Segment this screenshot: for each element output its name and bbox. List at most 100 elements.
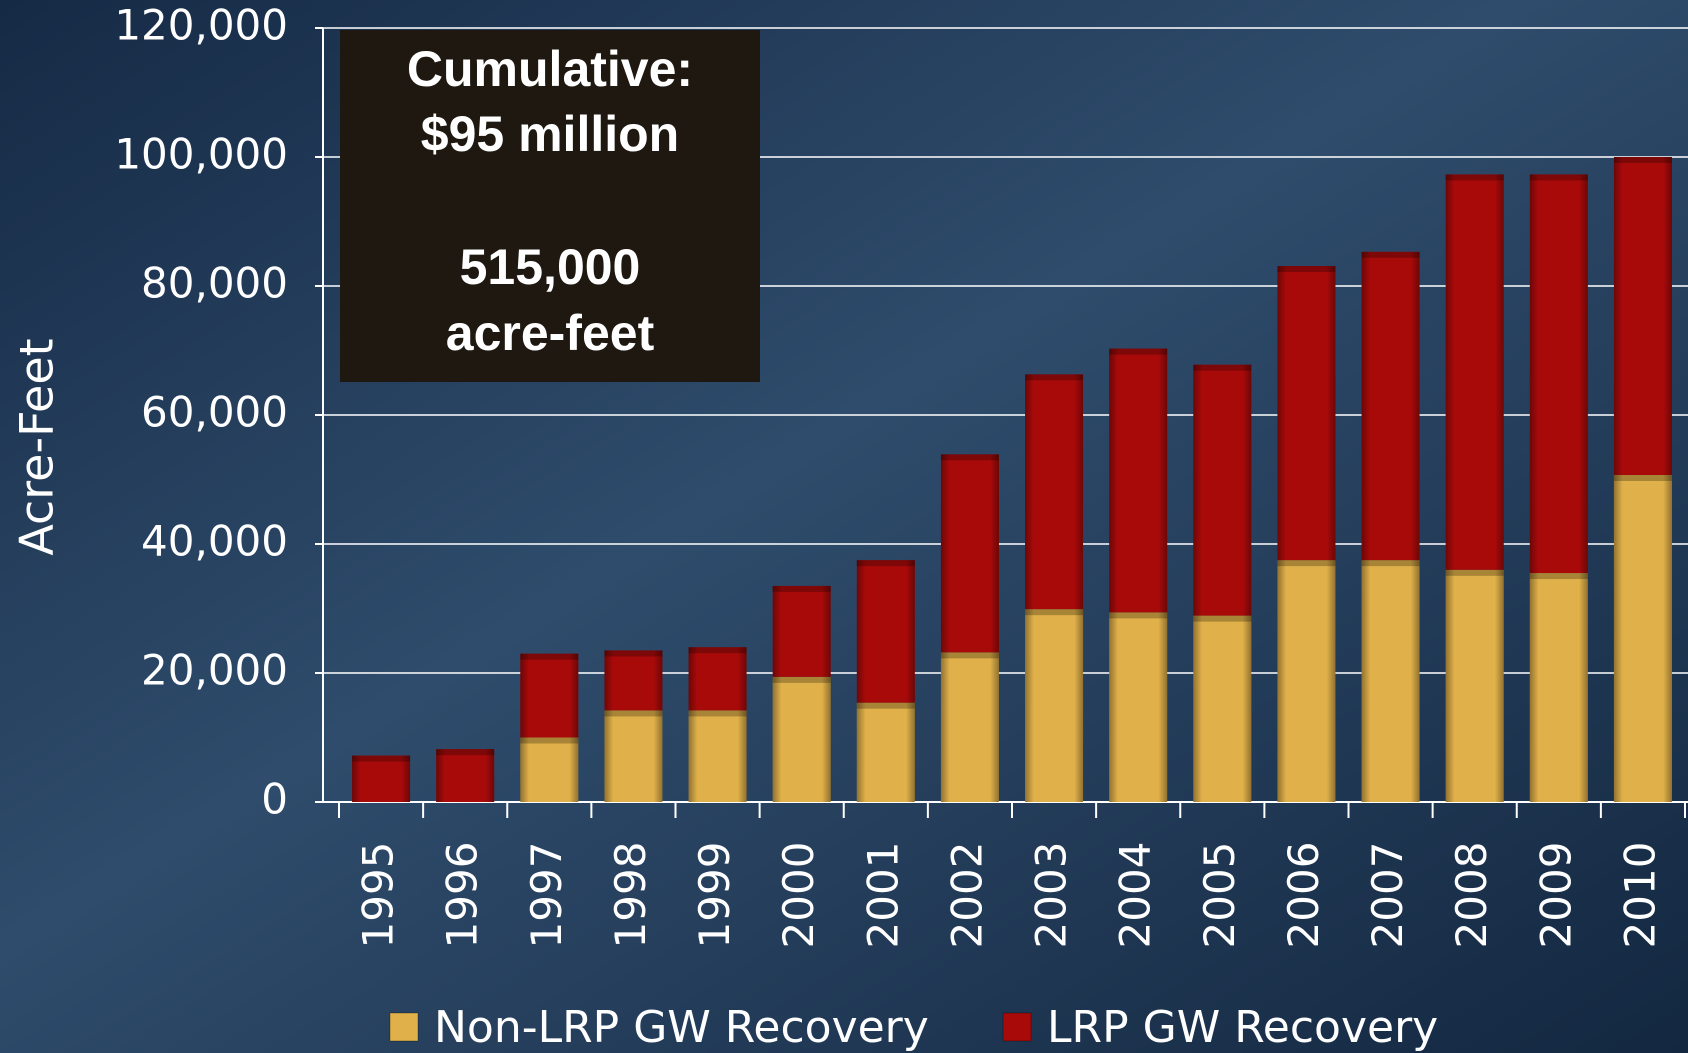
bar-shade xyxy=(1109,612,1168,802)
bar-top-bevel xyxy=(1193,364,1252,371)
annotation-text: 515,000 xyxy=(460,239,641,295)
bar-top-bevel xyxy=(604,650,663,657)
bar-top-bevel xyxy=(1109,612,1168,619)
x-tick-label: 1995 xyxy=(354,842,403,949)
bar-top-bevel xyxy=(520,737,579,744)
bar-segment xyxy=(1445,569,1504,802)
bar-segment xyxy=(352,755,411,802)
bar-segment xyxy=(772,676,831,802)
bar-shade xyxy=(1193,615,1252,802)
x-tick-label: 2005 xyxy=(1195,842,1244,949)
x-tick-label: 2004 xyxy=(1111,842,1160,949)
y-tick-label: 80,000 xyxy=(141,259,288,308)
annotation-text: acre-feet xyxy=(446,305,655,361)
bar-top-bevel xyxy=(520,653,579,660)
bar-segment xyxy=(772,585,831,677)
bar-segment xyxy=(1025,374,1084,610)
bar-segment xyxy=(1529,573,1588,802)
bar-segment xyxy=(604,650,663,711)
bar-shade xyxy=(352,755,411,802)
bar-shade xyxy=(1277,560,1336,802)
bar-top-bevel xyxy=(1361,251,1420,258)
y-tick-label: 40,000 xyxy=(141,517,288,566)
bar-top-bevel xyxy=(436,749,495,756)
bar-top-bevel xyxy=(1529,174,1588,181)
bar-shade xyxy=(604,710,663,802)
legend-swatch xyxy=(389,1012,419,1042)
bar-top-bevel xyxy=(1445,174,1504,181)
x-tick-label: 2002 xyxy=(942,842,991,949)
x-tick-label: 2001 xyxy=(858,842,907,949)
bar-top-bevel xyxy=(1613,157,1672,163)
bar-shade xyxy=(856,560,915,703)
bar-shade xyxy=(1445,569,1504,802)
bar-segment xyxy=(940,454,999,653)
bar-shade xyxy=(1193,364,1252,616)
bar-segment xyxy=(1613,474,1672,802)
bar-shade xyxy=(688,710,747,802)
legend-label: Non-LRP GW Recovery xyxy=(434,1002,929,1053)
bar-shade xyxy=(604,650,663,711)
bar-shade xyxy=(1025,374,1084,610)
bar-shade xyxy=(1025,609,1084,802)
bar-top-bevel xyxy=(352,755,411,762)
y-tick-label: 20,000 xyxy=(141,646,288,695)
bar-shade xyxy=(1277,266,1336,561)
bar-top-bevel xyxy=(1025,374,1084,381)
bar-segment xyxy=(856,702,915,802)
bar-top-bevel xyxy=(688,710,747,717)
bar-segment xyxy=(1361,560,1420,802)
bar-segment xyxy=(1109,612,1168,802)
x-tick-label: 1997 xyxy=(522,842,571,949)
bar-top-bevel xyxy=(1445,569,1504,576)
bar-segment xyxy=(520,737,579,802)
y-tick-label: 60,000 xyxy=(141,388,288,437)
annotation-text: Cumulative: xyxy=(407,41,693,97)
bar-segment xyxy=(688,647,747,711)
bar-shade xyxy=(1361,560,1420,802)
bar-shade xyxy=(1613,157,1672,475)
bar-shade xyxy=(772,585,831,677)
x-tick-label: 2003 xyxy=(1027,842,1076,949)
bar-segment xyxy=(520,653,579,738)
bar-segment xyxy=(1277,560,1336,802)
x-tick-label: 2007 xyxy=(1363,842,1412,949)
x-tick-label: 1998 xyxy=(606,842,655,949)
bar-segment xyxy=(1529,174,1588,574)
bar-top-bevel xyxy=(1361,560,1420,567)
bar-shade xyxy=(1445,174,1504,570)
bar-segment xyxy=(1193,615,1252,802)
annotation-text: $95 million xyxy=(421,106,679,162)
bar-shade xyxy=(688,647,747,711)
x-tick-label: 2006 xyxy=(1279,842,1328,949)
bar-segment xyxy=(1445,174,1504,570)
bar-segment xyxy=(1025,609,1084,802)
y-axis-label: Acre-Feet xyxy=(10,338,64,555)
x-tick-label: 2009 xyxy=(1531,842,1580,949)
bar-top-bevel xyxy=(1109,348,1168,355)
bar-segment xyxy=(940,652,999,802)
bar-top-bevel xyxy=(1277,266,1336,273)
bar-shade xyxy=(1109,348,1168,613)
bar-shade xyxy=(436,749,495,802)
bar-shade xyxy=(520,737,579,802)
y-tick-label: 120,000 xyxy=(114,1,288,50)
bar-shade xyxy=(520,653,579,738)
x-tick-label: 1999 xyxy=(690,842,739,949)
bar-shade xyxy=(856,702,915,802)
bar-segment xyxy=(688,710,747,802)
bar-shade xyxy=(1361,251,1420,561)
x-tick-label: 1996 xyxy=(438,842,487,949)
bar-segment xyxy=(604,710,663,802)
bar-segment xyxy=(1361,251,1420,561)
bar-shade xyxy=(1613,474,1672,802)
bar-top-bevel xyxy=(1277,560,1336,567)
bar-shade xyxy=(940,454,999,653)
bar-top-bevel xyxy=(688,647,747,654)
bar-top-bevel xyxy=(856,702,915,709)
x-tick-label: 2008 xyxy=(1447,842,1496,949)
bar-top-bevel xyxy=(1613,474,1672,481)
bar-segment xyxy=(856,560,915,703)
x-tick-label: 2010 xyxy=(1615,842,1664,949)
